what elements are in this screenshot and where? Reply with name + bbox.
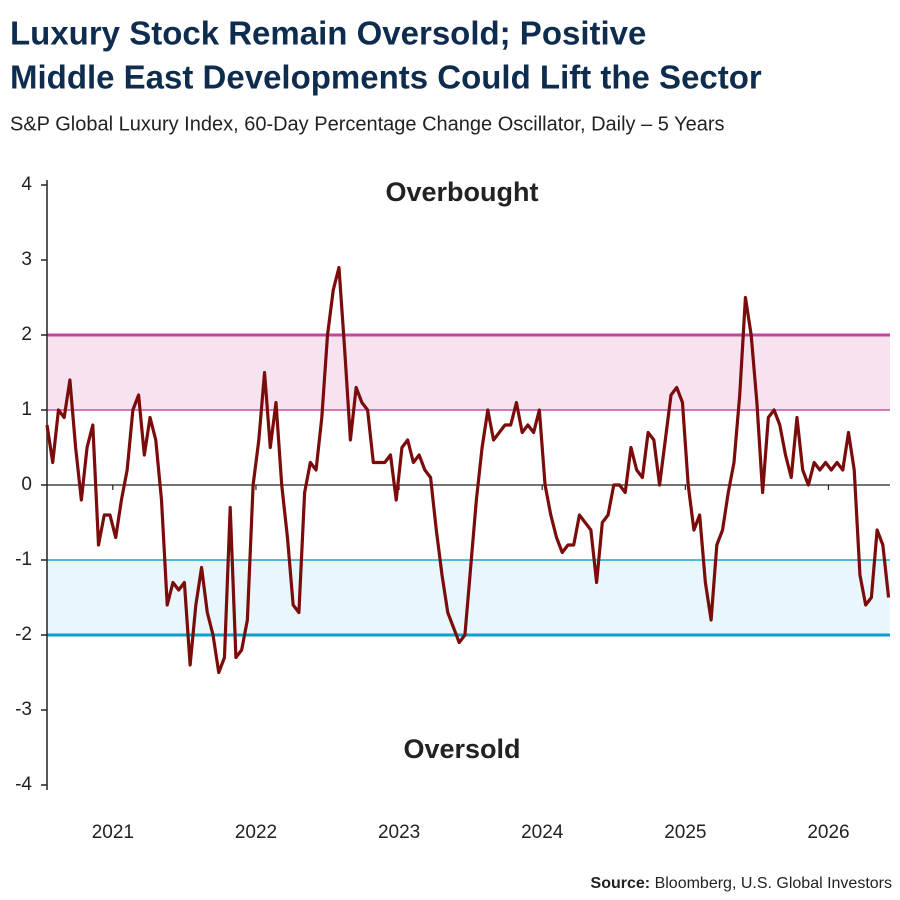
source-label: Source: — [591, 875, 651, 892]
band — [47, 335, 890, 410]
source: Source: Bloomberg, U.S. Global Investors — [591, 875, 892, 892]
x-tick-label: 2022 — [235, 822, 277, 843]
source-text: Bloomberg, U.S. Global Investors — [655, 875, 892, 892]
y-tick-label: 2 — [21, 324, 32, 345]
x-tick-label: 2023 — [378, 822, 420, 843]
chart-title: Middle East Developments Could Lift the … — [10, 59, 762, 96]
y-tick-label: -1 — [15, 549, 32, 570]
y-tick-label: 1 — [21, 399, 32, 420]
chart-subtitle: S&P Global Luxury Index, 60-Day Percenta… — [10, 113, 724, 135]
chart-title: Luxury Stock Remain Oversold; Positive — [10, 15, 646, 52]
annotation: Oversold — [403, 734, 520, 764]
y-tick-label: -3 — [15, 699, 32, 720]
y-tick-label: 0 — [21, 474, 32, 495]
annotation: Overbought — [386, 177, 539, 207]
x-tick-label: 2024 — [521, 822, 564, 843]
y-tick-label: -2 — [15, 624, 32, 645]
data-line — [45, 265, 891, 675]
x-tick-label: 2026 — [807, 822, 849, 843]
y-tick-label: 3 — [21, 249, 32, 270]
x-tick-label: 2025 — [664, 822, 706, 843]
y-tick-label: -4 — [15, 774, 32, 795]
x-tick-label: 2021 — [92, 822, 134, 843]
y-tick-label: 4 — [21, 174, 32, 195]
